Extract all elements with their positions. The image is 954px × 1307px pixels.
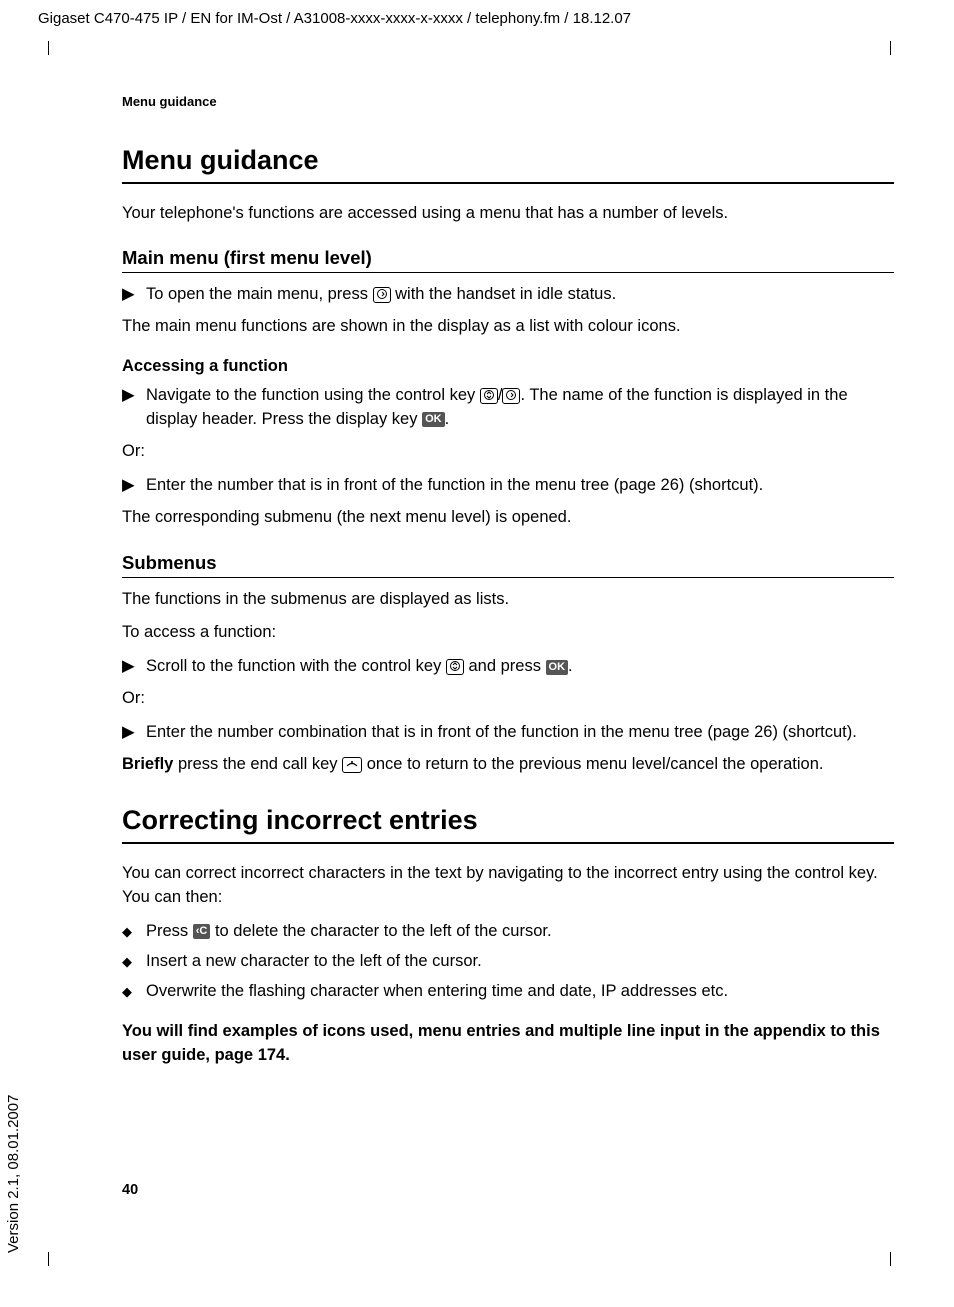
paragraph: You can correct incorrect characters in … [122,862,894,910]
appendix-note: You will find examples of icons used, me… [122,1020,894,1068]
item-body: Insert a new character to the left of th… [146,950,894,974]
item-body: Scroll to the function with the control … [146,655,894,679]
c-key-icon: ‹C [193,924,211,939]
list-item: ◆ Press ‹C to delete the character to th… [122,920,894,944]
item-body: Navigate to the function using the contr… [146,384,894,432]
or-text: Or: [122,440,894,464]
text: . [445,410,450,428]
nav-updown-icon [446,659,464,675]
nav-key-icon [502,388,520,404]
heading-accessing: Accessing a function [122,357,894,376]
page-number: 40 [122,1182,138,1198]
paragraph: The main menu functions are shown in the… [122,315,894,339]
text: To open the main menu, press [146,285,373,303]
item-body: Press ‹C to delete the character to the … [146,920,894,944]
heading-main-menu: Main menu (first menu level) [122,247,894,273]
text: Navigate to the function using the contr… [146,386,480,404]
text: once to return to the previous menu leve… [362,755,823,773]
page: Gigaset C470-475 IP / EN for IM-Ost / A3… [0,0,954,1307]
list-item: ▶ Scroll to the function with the contro… [122,655,894,679]
or-text: Or: [122,687,894,711]
list-item: ▶ Navigate to the function using the con… [122,384,894,432]
briefly-label: Briefly [122,755,173,773]
arrow-icon: ▶ [122,283,146,307]
nav-key-icon [373,287,391,303]
ok-key-icon: OK [546,660,569,675]
crop-mark [890,1252,891,1266]
diamond-icon: ◆ [122,980,146,1004]
text: Scroll to the function with the control … [146,657,446,675]
list-item: ▶ Enter the number that is in front of t… [122,474,894,498]
endcall-key-icon [342,757,362,773]
paragraph: Briefly press the end call key once to r… [122,753,894,777]
item-body: To open the main menu, press with the ha… [146,283,894,307]
paragraph: To access a function: [122,621,894,645]
crop-mark [48,1252,49,1266]
text: press the end call key [173,755,342,773]
item-body: Enter the number combination that is in … [146,721,894,745]
heading-submenus: Submenus [122,552,894,578]
doc-header: Gigaset C470-475 IP / EN for IM-Ost / A3… [38,10,631,27]
heading-correcting: Correcting incorrect entries [122,805,894,844]
text: with the handset in idle status. [391,285,617,303]
text: . [568,657,573,675]
paragraph: The corresponding submenu (the next menu… [122,506,894,530]
diamond-icon: ◆ [122,920,146,944]
arrow-icon: ▶ [122,655,146,679]
item-body: Overwrite the flashing character when en… [146,980,894,1004]
list-item: ◆ Overwrite the flashing character when … [122,980,894,1004]
intro-text: Your telephone's functions are accessed … [122,202,894,225]
running-head: Menu guidance [122,94,894,109]
doc-version: Version 2.1, 08.01.2007 [5,1095,22,1253]
arrow-icon: ▶ [122,384,146,432]
list-item: ▶ Enter the number combination that is i… [122,721,894,745]
crop-mark [48,41,49,55]
text: to delete the character to the left of t… [210,922,551,940]
arrow-icon: ▶ [122,474,146,498]
text: and press [464,657,546,675]
text: Press [146,922,193,940]
diamond-icon: ◆ [122,950,146,974]
list-item: ▶ To open the main menu, press with the … [122,283,894,307]
nav-updown-icon [480,388,498,404]
item-body: Enter the number that is in front of the… [146,474,894,498]
arrow-icon: ▶ [122,721,146,745]
list-item: ◆ Insert a new character to the left of … [122,950,894,974]
content-area: Menu guidance Menu guidance Your telepho… [122,94,894,1078]
ok-key-icon: OK [422,412,445,427]
paragraph: The functions in the submenus are displa… [122,588,894,612]
heading-menu-guidance: Menu guidance [122,145,894,184]
crop-mark [890,41,891,55]
